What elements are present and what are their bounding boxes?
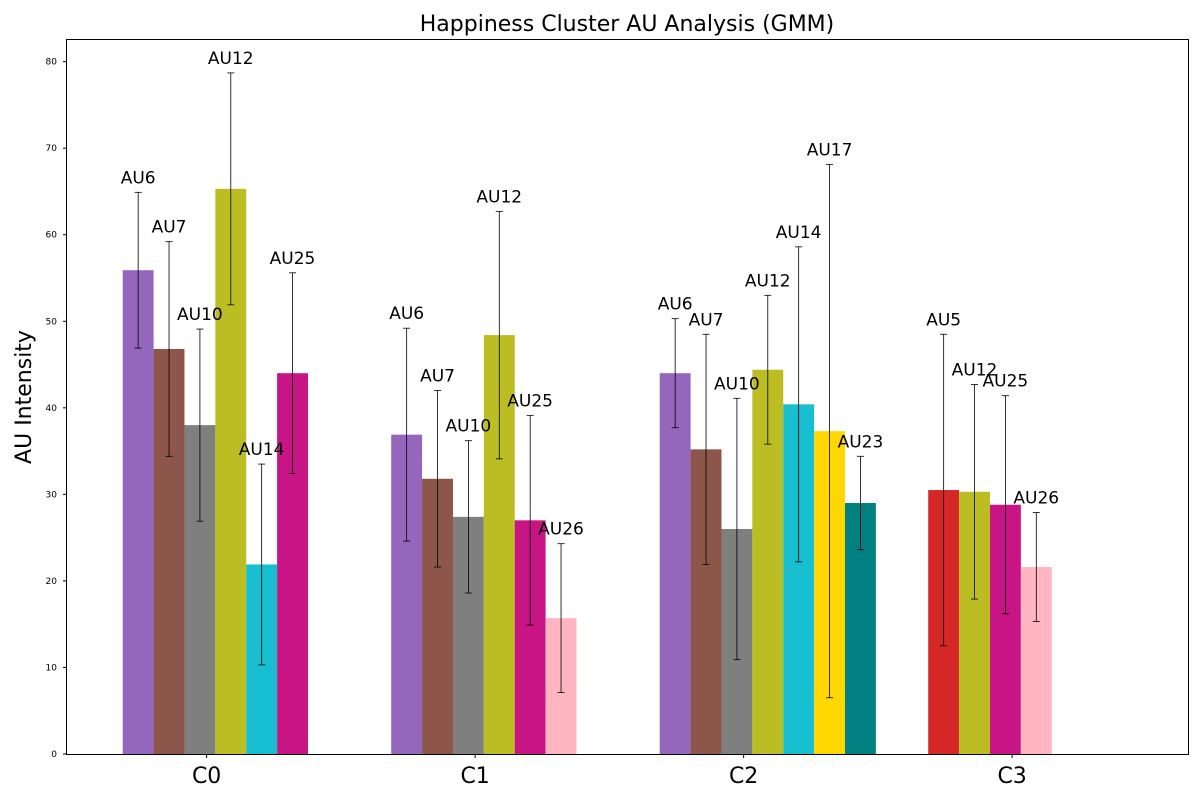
bar-label: AU10 xyxy=(177,305,223,325)
bar-label: AU26 xyxy=(1013,489,1059,509)
x-tick-label: C0 xyxy=(192,764,221,789)
x-axis-ticks: C0 C1 C2 C3 xyxy=(192,754,1027,789)
error-bars xyxy=(134,72,1040,699)
bar-label: AU10 xyxy=(714,374,760,394)
bar-labels: AU6AU7AU10AU12AU14AU25AU6AU7AU10AU12AU25… xyxy=(121,49,1059,540)
y-tick-label: 0 xyxy=(51,750,57,760)
y-axis-ticks: 0 10 20 30 40 50 60 70 80 xyxy=(46,58,67,760)
x-tick-label: C1 xyxy=(460,764,489,789)
bar-label: AU25 xyxy=(507,392,553,412)
y-axis-label: AU Intensity xyxy=(12,330,37,464)
x-tick-label: C3 xyxy=(997,764,1026,789)
bar-label: AU7 xyxy=(689,310,724,330)
y-tick-label: 60 xyxy=(46,231,58,241)
bar-label: AU6 xyxy=(658,295,693,315)
bar-label: AU14 xyxy=(239,440,285,460)
y-tick-label: 70 xyxy=(46,144,58,154)
bar-c0-au6 xyxy=(122,270,154,754)
bar-label: AU25 xyxy=(983,372,1029,392)
bar-label: AU26 xyxy=(538,520,584,540)
bar-label: AU12 xyxy=(208,49,254,69)
y-tick-label: 40 xyxy=(46,404,58,414)
bar-label: AU12 xyxy=(952,360,998,380)
chart-title: Happiness Cluster AU Analysis (GMM) xyxy=(420,12,835,37)
y-tick-label: 50 xyxy=(46,317,58,327)
bar-label: AU7 xyxy=(152,218,187,238)
bar-label: AU7 xyxy=(420,367,455,387)
bar-label: AU6 xyxy=(121,168,156,188)
bar-label: AU17 xyxy=(807,141,853,161)
y-tick-label: 80 xyxy=(46,58,58,68)
bar-label: AU5 xyxy=(926,310,961,330)
bar-c2-au6 xyxy=(659,373,691,754)
plot-frame xyxy=(66,39,1189,755)
y-tick-label: 10 xyxy=(46,663,58,673)
y-tick-label: 20 xyxy=(46,577,58,587)
bars xyxy=(122,188,1052,755)
bar-label: AU12 xyxy=(476,187,522,207)
bar-label: AU23 xyxy=(838,432,884,452)
bar-label: AU12 xyxy=(745,271,791,291)
bar-label: AU10 xyxy=(446,417,492,437)
bar-label: AU25 xyxy=(270,249,316,269)
x-tick-label: C2 xyxy=(729,764,758,789)
bar-label: AU6 xyxy=(389,304,424,324)
bar-label: AU14 xyxy=(776,223,822,243)
y-tick-label: 30 xyxy=(46,490,58,500)
